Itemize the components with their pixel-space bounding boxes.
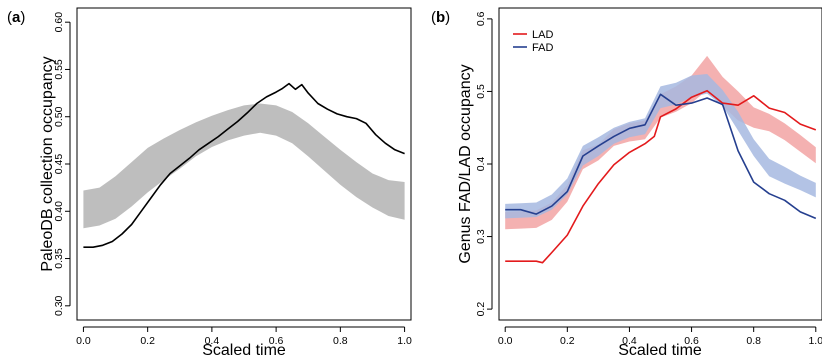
panel-a-y-axis: 0.30 0.35 0.40 0.45 0.50 0.55 0.60	[53, 12, 71, 316]
panel-b-letter: b	[436, 9, 445, 26]
x-tick-label-b: 0.2	[560, 335, 575, 347]
x-tick-label-a: 0.6	[269, 335, 284, 347]
panel-b-x-axis-title: Scaled time	[618, 342, 702, 359]
x-tick-label-b: 1.0	[808, 335, 822, 347]
x-tick-label-b: 0.0	[498, 335, 513, 347]
band-null-model-a	[83, 103, 405, 229]
y-tick-label-a: 0.35	[53, 248, 65, 269]
panel-b: (b) 0.0 0.2 0.4 0.6 0.8 1.0 0.2 0.3 0.4 0.5 0.6 S…	[431, 7, 822, 359]
band-lad-b	[505, 55, 816, 230]
panel-a-letter: a	[12, 9, 21, 26]
panel-a-label: (a)	[7, 9, 25, 26]
band-fad-b	[505, 74, 816, 219]
panel-b-label: (b)	[431, 9, 450, 26]
panel-b-lines	[505, 89, 817, 264]
y-tick-label-b: 0.4	[475, 157, 487, 172]
y-tick-label-b: 0.5	[475, 84, 487, 99]
panel-b-plot-frame	[498, 7, 822, 321]
y-tick-label-b: 0.2	[475, 302, 487, 317]
panel-a-bands	[83, 103, 405, 229]
x-tick-label-b: 0.8	[746, 335, 761, 347]
y-tick-label-a: 0.45	[53, 154, 65, 175]
x-tick-label-a: 1.0	[397, 335, 412, 347]
panel-b-y-axis: 0.2 0.3 0.4 0.5 0.6	[475, 11, 493, 317]
panel-a-x-axis-title: Scaled time	[202, 342, 286, 359]
y-tick-label-a: 0.55	[53, 59, 65, 80]
panel-a-y-axis-title: PaleoDB collection occupancy	[39, 56, 56, 271]
legend-label-fad: FAD	[532, 42, 553, 54]
x-tick-label-a: 0.4	[205, 335, 220, 347]
x-tick-label-a: 0.2	[140, 335, 155, 347]
x-tick-label-a: 0.8	[333, 335, 348, 347]
x-tick-label-a: 0.0	[76, 335, 91, 347]
panel-a-x-axis: 0.0 0.2 0.4 0.6 0.8 1.0	[76, 326, 412, 347]
x-tick-label-b: 0.4	[622, 335, 637, 347]
panel-a-plot-frame	[76, 7, 412, 321]
panel-b-x-axis: 0.0 0.2 0.4 0.6 0.8 1.0	[498, 326, 822, 347]
series-line-fad-b	[505, 93, 817, 220]
y-tick-label-a: 0.50	[53, 106, 65, 127]
panel-a: (a) 0.0 0.2 0.4 0.6 0.8 1.0 0.300.350.400.450…	[7, 7, 412, 359]
panel-b-y-axis-title: Genus FAD/LAD occupancy	[457, 64, 474, 263]
y-tick-label-b: 0.3	[475, 229, 487, 244]
x-tick-label-b: 0.6	[684, 335, 699, 347]
panel-a-lines	[83, 82, 405, 248]
y-tick-label-a: 0.30	[53, 295, 65, 316]
y-tick-label-a: 0.60	[53, 12, 65, 33]
series-line-lad-b	[505, 89, 817, 264]
legend-label-lad: LAD	[532, 29, 553, 41]
y-tick-label-a: 0.40	[53, 201, 65, 222]
series-line-observed-a	[83, 82, 405, 248]
panel-b-bands	[505, 55, 816, 230]
y-tick-label-b: 0.6	[475, 11, 487, 26]
